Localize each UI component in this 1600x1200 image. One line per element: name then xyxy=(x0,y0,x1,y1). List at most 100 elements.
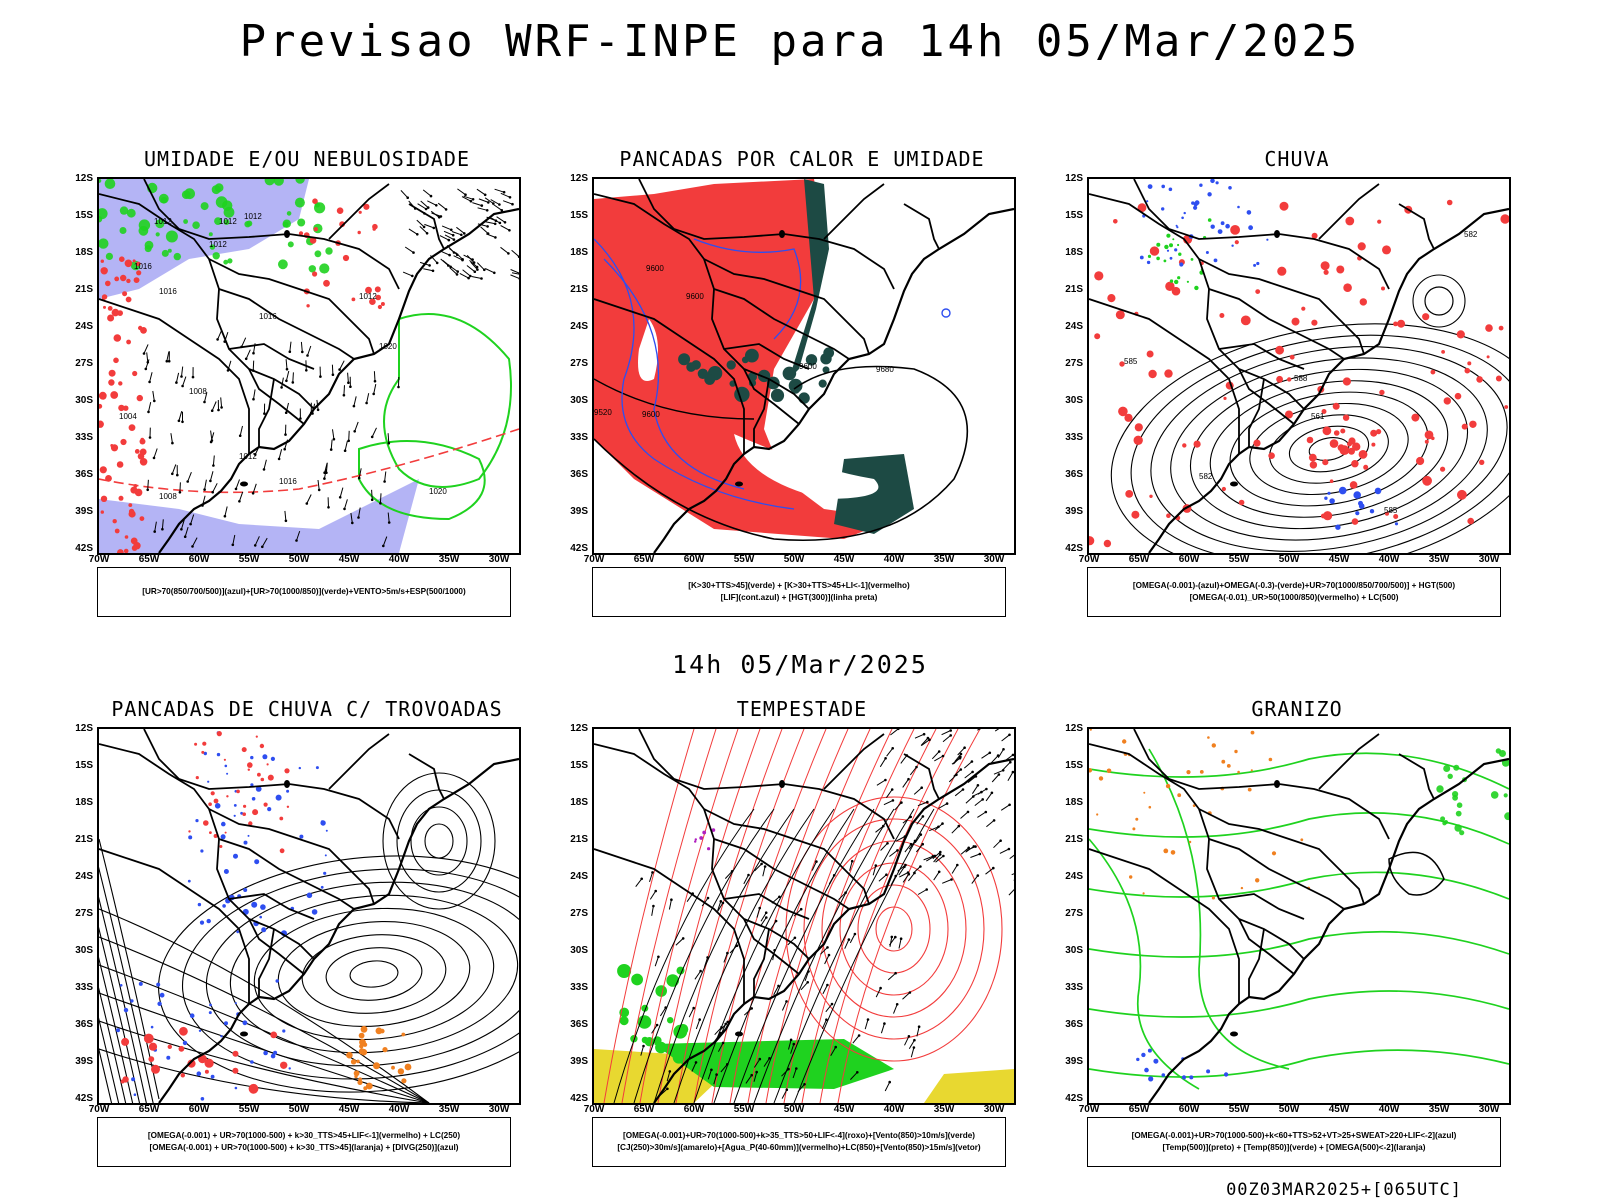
legend-line: [Temp(500)](preto) + [Temp(850)](verde) … xyxy=(1162,1143,1426,1152)
map-panel xyxy=(592,727,1016,1105)
latitude-tick-label: 42S xyxy=(75,543,93,554)
height-label: 9600 xyxy=(799,362,817,371)
longitude-tick-label: 30W xyxy=(1478,554,1500,565)
panel-title: GRANIZO xyxy=(1251,697,1343,721)
longitude-tick-label: 45W xyxy=(833,554,855,565)
latitude-tick-label: 42S xyxy=(1065,543,1083,554)
latitude-tick-label: 27S xyxy=(75,358,93,369)
isobar-label: 1012 xyxy=(244,212,262,221)
latitude-tick-label: 12S xyxy=(1065,723,1083,734)
latitude-tick-label: 15S xyxy=(75,210,93,221)
longitude-tick-label: 60W xyxy=(683,1104,705,1115)
longitude-tick-label: 45W xyxy=(338,554,360,565)
geopotential-label: 561 xyxy=(1311,412,1325,421)
latitude-tick-label: 27S xyxy=(570,358,588,369)
isobar-label: 1012 xyxy=(154,217,172,226)
map-panel: 9600 9600 9680 9600 9520 9600 xyxy=(592,177,1016,555)
longitude-tick-label: 40W xyxy=(1378,554,1400,565)
latitude-tick-label: 36S xyxy=(75,469,93,480)
longitude-tick-label: 60W xyxy=(1178,1104,1200,1115)
panel-legend: [OMEGA(-0.001)+UR>70(1000-500)+k<60+TTS>… xyxy=(1087,1117,1501,1167)
latitude-tick-label: 21S xyxy=(75,284,93,295)
panel-title: TEMPESTADE xyxy=(736,697,868,721)
panel-title: PANCADAS DE CHUVA C/ TROVOADAS xyxy=(111,697,503,721)
latitude-tick-label: 30S xyxy=(570,945,588,956)
map-panel: 1012 1012 1012 1016 1012 1016 1016 1020 1008 1004… xyxy=(97,177,521,555)
latitude-tick-label: 30S xyxy=(1065,395,1083,406)
latitude-tick-label: 33S xyxy=(75,982,93,993)
latitude-tick-label: 24S xyxy=(570,871,588,882)
height-label: 9600 xyxy=(686,292,704,301)
longitude-tick-label: 55W xyxy=(238,1104,260,1115)
legend-line: [CJ(250)>30m/s](amarelo)+[Agua_P(40-60mm… xyxy=(617,1143,981,1152)
longitude-tick-label: 60W xyxy=(188,1104,210,1115)
longitude-tick-label: 45W xyxy=(1328,554,1350,565)
latitude-tick-label: 21S xyxy=(1065,284,1083,295)
latitude-tick-label: 42S xyxy=(570,543,588,554)
longitude-tick-label: 40W xyxy=(883,554,905,565)
panel-legend: [OMEGA(-0.001) + UR>70(1000-500) + k>30_… xyxy=(97,1117,511,1167)
longitude-tick-label: 35W xyxy=(1428,554,1450,565)
longitude-tick-label: 70W xyxy=(88,1104,110,1115)
isobar-label: 1008 xyxy=(189,387,207,396)
panel-legend: [K>30+TTS>45](verde) + [K>30+TTS>45+LI<-… xyxy=(592,567,1006,617)
panel-legend: [OMEGA(-0.001)-(azul)+OMEGA(-0.3)-(verde… xyxy=(1087,567,1501,617)
longitude-tick-label: 70W xyxy=(88,554,110,565)
longitude-tick-label: 55W xyxy=(1228,554,1250,565)
longitude-tick-label: 55W xyxy=(1228,1104,1250,1115)
longitude-tick-label: 30W xyxy=(488,554,510,565)
latitude-tick-label: 39S xyxy=(570,1056,588,1067)
longitude-tick-label: 50W xyxy=(288,1104,310,1115)
latitude-tick-label: 21S xyxy=(570,284,588,295)
legend-line: [LIF](cont.azul) + [HGT(300)](linha pret… xyxy=(720,593,878,602)
latitude-tick-label: 15S xyxy=(570,760,588,771)
map-canvas xyxy=(99,729,519,1103)
latitude-tick-label: 42S xyxy=(75,1093,93,1104)
longitude-tick-label: 60W xyxy=(683,554,705,565)
isobar-label: 1016 xyxy=(134,262,152,271)
latitude-tick-label: 21S xyxy=(1065,834,1083,845)
latitude-tick-label: 42S xyxy=(1065,1093,1083,1104)
panel-title: UMIDADE E/OU NEBULOSIDADE xyxy=(143,147,471,171)
longitude-tick-label: 35W xyxy=(933,554,955,565)
longitude-tick-label: 35W xyxy=(438,554,460,565)
legend-line: [OMEGA(-0.01)_UR>50(1000/850)(vermelho) … xyxy=(1189,593,1399,602)
longitude-tick-label: 30W xyxy=(983,554,1005,565)
legend-line: [OMEGA(-0.001)+UR>70(1000-500)+k<60+TTS>… xyxy=(1131,1131,1457,1140)
map-panel xyxy=(1087,727,1511,1105)
latitude-tick-label: 12S xyxy=(1065,173,1083,184)
latitude-tick-label: 30S xyxy=(75,395,93,406)
isobar-label: 1016 xyxy=(279,477,297,486)
legend-line: [K>30+TTS>45](verde) + [K>30+TTS>45+LI<-… xyxy=(688,581,910,590)
latitude-tick-label: 15S xyxy=(75,760,93,771)
latitude-tick-label: 33S xyxy=(1065,982,1083,993)
latitude-tick-label: 33S xyxy=(570,982,588,993)
geopotential-label: 582 xyxy=(1199,472,1213,481)
longitude-tick-label: 40W xyxy=(388,554,410,565)
isobar-label: 1012 xyxy=(219,217,237,226)
legend-line: [OMEGA(-0.001)-(azul)+OMEGA(-0.3)-(verde… xyxy=(1132,581,1456,590)
latitude-tick-label: 24S xyxy=(75,321,93,332)
longitude-tick-label: 65W xyxy=(138,1104,160,1115)
longitude-tick-label: 60W xyxy=(188,554,210,565)
map-canvas: 582 561 585 588 585 582 xyxy=(1089,179,1509,553)
latitude-tick-label: 39S xyxy=(1065,1056,1083,1067)
isobar-label: 1004 xyxy=(119,412,137,421)
longitude-tick-label: 45W xyxy=(833,1104,855,1115)
latitude-tick-label: 15S xyxy=(570,210,588,221)
longitude-tick-label: 70W xyxy=(583,554,605,565)
longitude-tick-label: 40W xyxy=(1378,1104,1400,1115)
map-canvas: 9600 9600 9680 9600 9520 9600 xyxy=(594,179,1014,553)
latitude-tick-label: 30S xyxy=(75,945,93,956)
longitude-tick-label: 40W xyxy=(883,1104,905,1115)
latitude-tick-label: 15S xyxy=(1065,210,1083,221)
isobar-label: 1016 xyxy=(259,312,277,321)
latitude-tick-label: 39S xyxy=(1065,506,1083,517)
isobar-label: 1020 xyxy=(379,342,397,351)
isobar-label: 1012 xyxy=(239,452,257,461)
longitude-tick-label: 65W xyxy=(633,554,655,565)
latitude-tick-label: 30S xyxy=(570,395,588,406)
latitude-tick-label: 24S xyxy=(75,871,93,882)
latitude-tick-label: 18S xyxy=(1065,797,1083,808)
latitude-tick-label: 24S xyxy=(1065,321,1083,332)
